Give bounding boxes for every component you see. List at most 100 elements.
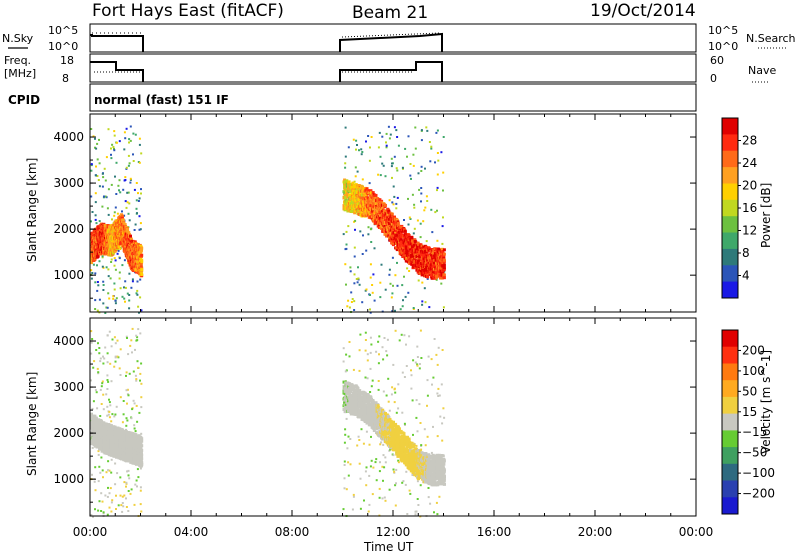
echo-point [373,247,376,250]
echo-point [124,286,127,289]
echo-point [442,407,445,410]
echo-point [427,496,430,499]
echo-point [424,206,427,209]
echo-cell [412,254,416,258]
echo-point [386,338,389,341]
echo-point [139,503,142,506]
echo-cell [140,260,144,264]
echo-point [393,401,396,404]
echo-point [419,329,422,332]
echo-point [90,269,93,272]
echo-point [416,345,419,348]
echo-cell [423,269,427,273]
echo-cell [425,251,429,255]
echo-point [115,494,117,497]
echo-point [125,167,128,170]
echo-point [355,139,358,142]
echo-point [382,479,384,482]
echo-point [404,147,407,150]
echo-cell [420,253,424,257]
echo-point [135,292,138,295]
echo-cell [376,210,380,214]
echo-cell [439,260,443,264]
echo-cell [426,258,430,262]
echo-point [90,169,93,172]
echo-point [114,206,117,209]
echo-point [362,234,364,237]
echo-point [369,336,372,339]
echo-point [405,365,408,367]
echo-point [394,329,397,332]
echo-point [344,166,347,169]
echo-point [110,458,113,461]
echo-point [118,271,121,274]
echo-point [343,441,346,444]
echo-point [413,206,416,209]
echo-point [438,394,441,397]
echo-cell [420,244,424,248]
echo-cell [357,208,361,212]
echo-cell [362,212,366,215]
echo-point [412,433,414,436]
cpid-label: CPID [8,93,40,107]
colorbar-tick-label: 20 [742,179,757,193]
cpid-frame [89,83,697,112]
echo-cell [350,192,354,196]
echo-point [410,374,413,377]
echo-point [436,152,439,154]
echo-point [417,504,420,506]
echo-point [135,479,138,482]
echo-point [111,413,114,416]
echo-cell [408,262,412,265]
echo-cell [358,184,362,188]
echo-point [369,391,372,393]
echo-cell [414,240,418,244]
echo-point [125,206,128,209]
echo-point [91,407,94,410]
echo-point [125,371,128,374]
echo-cell [396,221,400,225]
echo-point [369,367,372,370]
echo-cell [372,203,376,207]
echo-cell [350,186,354,190]
echo-cell [123,223,127,227]
freq-frame [89,53,697,83]
echo-point [392,468,395,471]
echo-point [98,465,101,468]
echo-point [367,510,370,513]
echo-point [136,360,139,363]
echo-point [112,295,115,298]
nsky-frame [89,23,697,53]
colorbar-swatch [722,281,738,299]
echo-point [406,155,408,158]
echo-point [411,474,414,476]
echo-point [362,442,365,445]
freq-trace-1 [90,61,144,82]
echo-point [407,223,410,226]
echo-point [423,428,426,431]
echo-point [383,466,386,469]
echo-cell [390,212,394,216]
echo-cell [362,214,366,218]
echo-point [121,264,124,267]
echo-point [387,400,390,403]
echo-point [347,225,350,228]
echo-point [401,481,404,484]
echo-point [99,471,102,474]
echo-point [137,192,139,195]
echo-cell [377,226,381,229]
echo-point [434,161,436,164]
echo-point [418,363,421,365]
echo-cell [367,191,371,195]
echo-point [135,199,138,202]
colorbar-swatch [722,118,738,135]
echo-point [442,171,445,174]
echo-cell [139,256,143,260]
echo-cell [361,193,364,197]
echo-point [92,366,95,369]
echo-point [131,351,133,354]
echo-cell [426,274,430,278]
echo-point [91,338,94,340]
echo-point [125,497,127,500]
echo-point [404,295,407,298]
